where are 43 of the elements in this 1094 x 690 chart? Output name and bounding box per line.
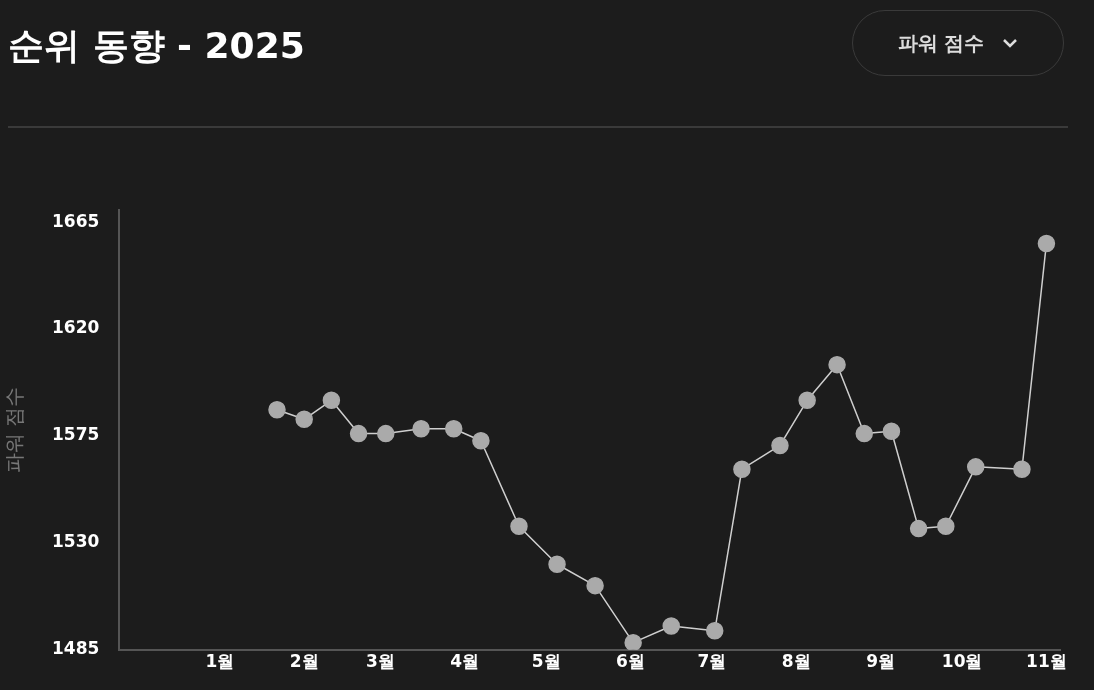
y-tick-label: 1485 (51, 638, 100, 659)
point (828, 355, 846, 374)
point (966, 458, 985, 476)
point (268, 401, 286, 419)
point (733, 460, 751, 478)
point (548, 555, 566, 574)
point (510, 517, 528, 535)
x-tick-label: 11월 (1026, 651, 1067, 672)
point (1037, 234, 1056, 253)
x-tick-label: 7월 (697, 651, 727, 672)
point (705, 622, 724, 640)
point (412, 420, 430, 438)
point (472, 431, 490, 450)
point (798, 391, 816, 410)
point (624, 633, 642, 650)
point (662, 617, 680, 635)
x-tick-label: 3월 (365, 651, 395, 672)
x-tick-label: 2월 (289, 651, 319, 672)
point (349, 424, 368, 443)
x-tick-label: 1월 (205, 651, 235, 672)
x-tick-label: 5월 (531, 651, 561, 672)
point (855, 424, 873, 443)
y-tick-label: 1620 (51, 317, 100, 338)
y-tick-label: 1665 (51, 210, 100, 231)
point (882, 422, 901, 440)
x-tick-label: 6월 (616, 651, 645, 672)
point (322, 391, 341, 410)
x-tick-label: 9월 (866, 651, 895, 672)
point (377, 424, 395, 443)
point (586, 576, 604, 595)
point (909, 519, 928, 538)
point (771, 436, 789, 455)
point (937, 517, 955, 535)
point (1013, 460, 1031, 478)
chart-title: 순위 동향 - 2025 (8, 24, 305, 68)
point (444, 420, 463, 438)
x-tick-label: 10월 (941, 651, 983, 672)
point (295, 410, 313, 429)
y-tick-label: 1530 (51, 531, 100, 552)
y-axis-title: 파워 점수 (2, 386, 27, 474)
y-tick-label: 1575 (51, 424, 100, 445)
x-tick-label: 4월 (450, 651, 480, 672)
x-tick-label: 8월 (781, 651, 811, 672)
